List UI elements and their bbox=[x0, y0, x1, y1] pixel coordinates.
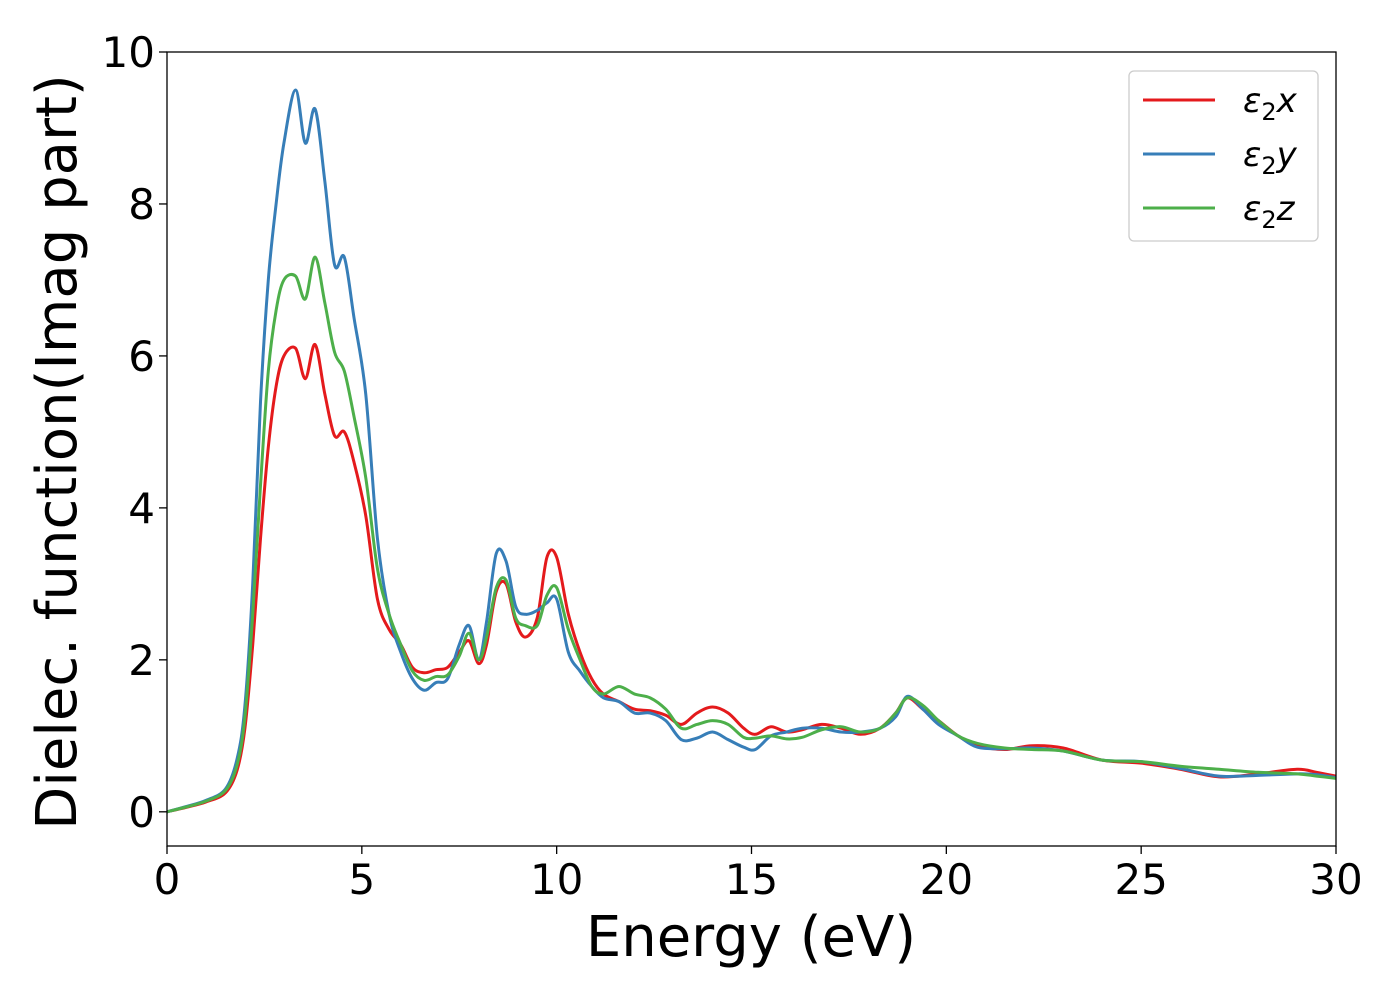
y-tick-label: 8 bbox=[128, 180, 155, 229]
legend-label-x: ε2x bbox=[1243, 81, 1298, 126]
legend-label-y: ε2y bbox=[1243, 135, 1298, 180]
x-tick-label: 5 bbox=[348, 855, 375, 904]
y-tick-label: 2 bbox=[128, 636, 155, 685]
x-axis-label: Energy (eV) bbox=[586, 905, 916, 970]
y-tick-label: 4 bbox=[128, 484, 155, 533]
x-tick-label: 20 bbox=[920, 855, 973, 904]
legend: ε2x ε2y ε2z bbox=[1128, 70, 1319, 242]
series-line-y bbox=[167, 88, 1336, 814]
legend-label-z: ε2z bbox=[1243, 189, 1296, 234]
axes: 0 5 10 15 20 25 30 0 2 4 6 8 10 bbox=[102, 28, 1363, 904]
x-tick-label: 10 bbox=[530, 855, 583, 904]
x-tick-label: 25 bbox=[1114, 855, 1167, 904]
y-tick-label: 0 bbox=[128, 788, 155, 837]
y-tick-label: 6 bbox=[128, 332, 155, 381]
plot-area bbox=[167, 88, 1336, 814]
series-line-z bbox=[167, 255, 1336, 814]
x-tick-label: 30 bbox=[1309, 855, 1362, 904]
legend-box bbox=[1128, 70, 1319, 242]
y-axis-label: Dielec. function(Imag part) bbox=[25, 74, 90, 830]
y-tick-label: 10 bbox=[102, 28, 155, 77]
series-line-x bbox=[167, 343, 1336, 814]
x-tick-label: 15 bbox=[725, 855, 778, 904]
x-tick-label: 0 bbox=[154, 855, 181, 904]
